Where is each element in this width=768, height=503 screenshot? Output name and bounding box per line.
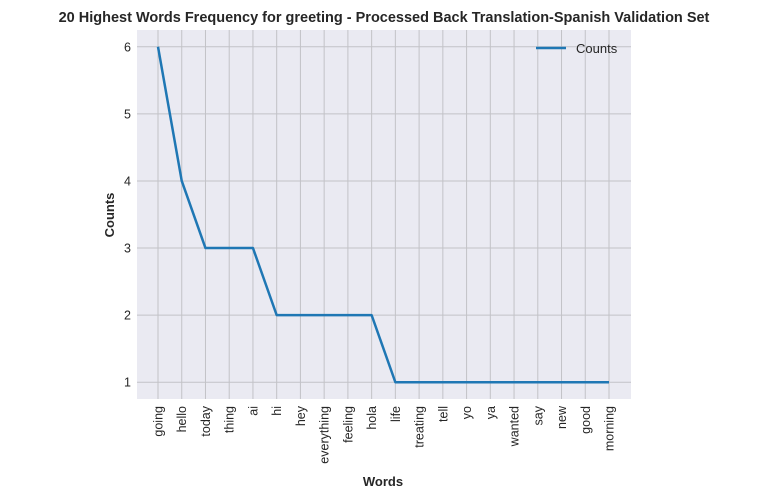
x-tick-label: say: [531, 405, 545, 425]
plot-area: [137, 30, 631, 399]
y-tick-labels: 1 2 3 4 5 6: [124, 40, 131, 389]
x-tick-label: treating: [413, 406, 427, 448]
legend-label-counts: Counts: [576, 41, 618, 56]
y-tick-label: 2: [124, 309, 131, 323]
y-tick-label: 3: [124, 242, 131, 256]
y-tick-label: 4: [124, 174, 131, 188]
x-axis-label: Words: [363, 474, 403, 489]
x-tick-label: yo: [460, 406, 474, 419]
x-tick-label: morning: [603, 406, 617, 451]
x-tick-label: feeling: [341, 406, 355, 443]
x-tick-label: wanted: [508, 406, 522, 447]
x-tick-label: ai: [246, 406, 260, 416]
legend: Counts: [536, 41, 618, 56]
x-tick-label: hey: [294, 405, 308, 426]
x-tick-labels: going hello today thing ai hi hey everything fee…: [152, 405, 617, 464]
x-tick-label: thing: [223, 406, 237, 433]
y-tick-label: 5: [124, 107, 131, 121]
x-tick-label: good: [579, 406, 593, 434]
chart-title: 20 Highest Words Frequency for greeting …: [59, 10, 710, 26]
series-line-counts: [156, 46, 609, 384]
x-tick-label: hola: [365, 406, 379, 430]
x-tick-label: tell: [436, 406, 450, 422]
y-tick-label: 1: [124, 376, 131, 390]
x-tick-label: life: [389, 406, 403, 422]
x-tick-label: hello: [175, 406, 189, 432]
y-tick-label: 6: [124, 40, 131, 54]
x-tick-label: going: [152, 406, 166, 437]
x-tick-label: today: [199, 405, 213, 436]
x-tick-label: everything: [318, 406, 332, 464]
y-axis-label: Counts: [102, 193, 117, 238]
x-tick-label: hi: [270, 406, 284, 416]
grid-lines: [137, 30, 631, 399]
x-tick-label: ya: [484, 406, 498, 419]
x-tick-label: new: [555, 405, 569, 429]
